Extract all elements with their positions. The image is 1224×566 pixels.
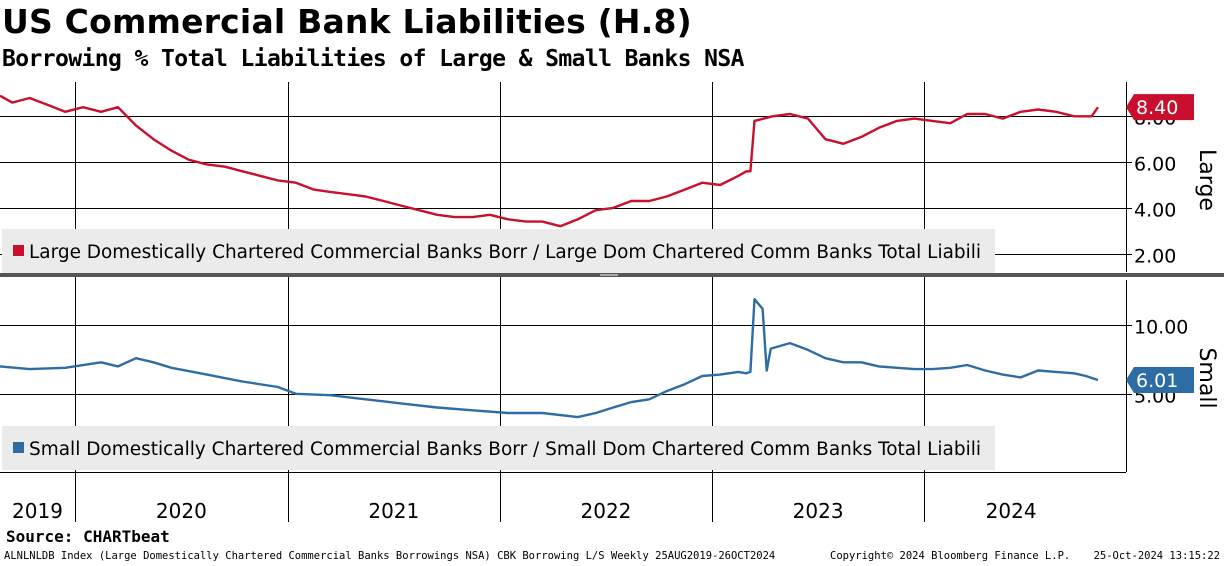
large-legend-swatch <box>13 245 24 256</box>
small-legend-label: Small Domestically Chartered Commercial … <box>29 439 981 460</box>
small-series-line <box>0 298 1099 419</box>
axis-layer: 2.004.006.008.00Large5.0010.00Small8.406… <box>0 82 1219 523</box>
footer-timestamp: 25-Oct-2024 13:15:22 <box>1093 550 1220 562</box>
small-last-value-badge <box>1126 366 1194 393</box>
legend-layer: Large Domestically Chartered Commercial … <box>2 229 995 470</box>
small-last-value-label: 6.01 <box>1136 370 1178 392</box>
large-last-value-badge <box>1126 94 1194 121</box>
x-tick-label: 2021 <box>368 499 419 523</box>
y-tick-label: 10.00 <box>1134 317 1188 339</box>
x-tick-label: 2022 <box>581 499 632 523</box>
y-tick-label: 2.00 <box>1134 246 1176 268</box>
y-tick-label: 4.00 <box>1134 200 1176 222</box>
chart-subtitle: Borrowing % Total Liabilities of Large &… <box>2 46 744 72</box>
large-legend-box <box>2 229 995 273</box>
large-legend-label: Large Domestically Chartered Commercial … <box>29 242 981 263</box>
small-panel-label: Small <box>1194 347 1219 408</box>
x-tick-label: 2020 <box>156 499 207 523</box>
large-series-line <box>0 94 1099 228</box>
chart-area: Large Domestically Chartered Commercial … <box>0 82 1224 523</box>
x-tick-label: 2024 <box>986 499 1037 523</box>
source-note: Source: CHARTbeat <box>6 527 170 546</box>
footer-copyright: Copyright© 2024 Bloomberg Finance L.P. <box>830 550 1071 562</box>
footer-ticker-info: ALNLNLDB Index (Large Domestically Chart… <box>4 550 776 562</box>
x-tick-label: 2019 <box>12 499 63 523</box>
series-layer <box>0 94 1099 419</box>
y-tick-label: 6.00 <box>1134 154 1176 176</box>
chart-title: US Commercial Bank Liabilities (H.8) <box>2 2 692 41</box>
panel-divider-grip <box>600 274 618 276</box>
x-tick-label: 2023 <box>793 499 844 523</box>
large-last-value-label: 8.40 <box>1136 97 1178 119</box>
small-legend-swatch <box>13 442 24 453</box>
small-legend-box <box>2 426 995 470</box>
panel-divider-layer <box>0 273 1224 277</box>
large-panel-label: Large <box>1194 149 1219 211</box>
